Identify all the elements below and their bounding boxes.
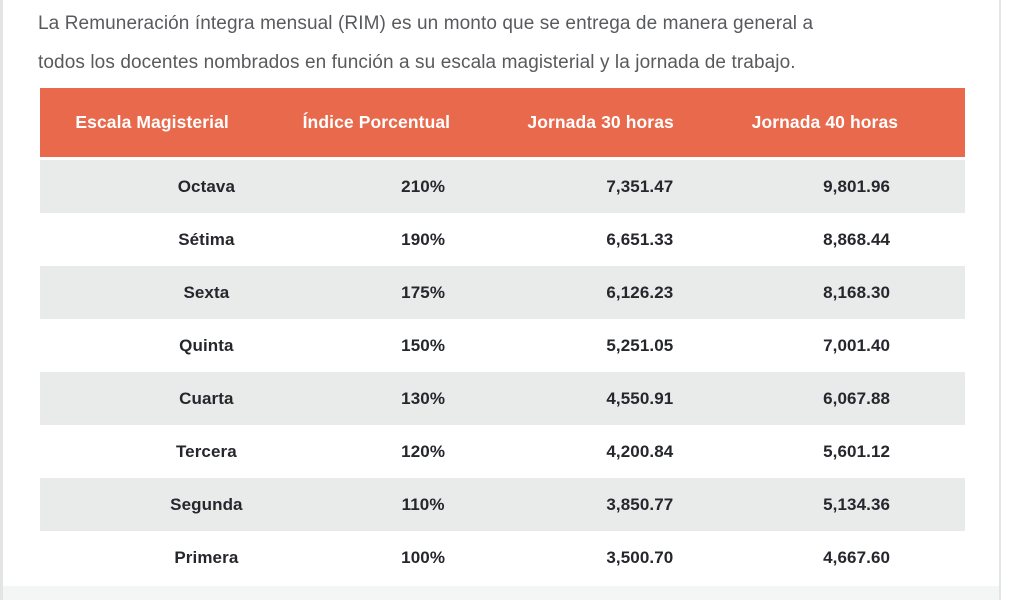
cell-jornada-40-horas: 8,168.30 (823, 282, 891, 302)
table-row: Primera 100% 3,500.70 4,667.60 (40, 531, 965, 584)
cell-escala-magisterial: Sexta (183, 282, 230, 302)
cell-indice-porcentual: 130% (401, 388, 446, 408)
cell-jornada-30-horas: 6,126.23 (606, 282, 674, 302)
page-bottom-strip (3, 586, 999, 600)
cell-indice-porcentual: 110% (401, 494, 445, 514)
cell-escala-magisterial: Quinta (179, 335, 234, 355)
table-body: Octava 210% 7,351.47 9,801.96 Sétima 190… (40, 160, 965, 584)
cell-jornada-30-horas: 6,651.33 (606, 229, 674, 249)
cell-jornada-40-horas: 7,001.40 (823, 335, 891, 355)
column-header-jornada-30-horas: Jornada 30 horas (527, 112, 674, 132)
cell-indice-porcentual: 175% (401, 282, 446, 302)
cell-jornada-30-horas: 4,550.91 (606, 388, 674, 408)
cell-jornada-40-horas: 5,601.12 (823, 441, 891, 461)
cell-jornada-40-horas: 5,134.36 (823, 494, 891, 514)
cell-escala-magisterial: Primera (174, 547, 239, 567)
page-left-border (0, 0, 3, 600)
cell-indice-porcentual: 100% (401, 547, 446, 567)
column-header-jornada-40-horas: Jornada 40 horas (751, 112, 899, 132)
table-row: Tercera 120% 4,200.84 5,601.12 (40, 425, 965, 478)
table-row: Quinta 150% 5,251.05 7,001.40 (40, 319, 965, 372)
cell-jornada-30-horas: 3,500.70 (606, 547, 674, 567)
cell-jornada-30-horas: 3,850.77 (606, 494, 674, 514)
cell-escala-magisterial: Tercera (175, 441, 237, 461)
cell-jornada-40-horas: 9,801.96 (823, 176, 891, 196)
table-row: Sexta 175% 6,126.23 8,168.30 (40, 266, 965, 319)
column-header-indice-porcentual: Índice Porcentual (302, 112, 451, 132)
cell-escala-magisterial: Sétima (178, 229, 235, 249)
cell-jornada-30-horas: 5,251.05 (606, 335, 674, 355)
intro-paragraph: La Remuneración íntegra mensual (RIM) es… (38, 4, 988, 82)
table-row: Sétima 190% 6,651.33 8,868.44 (40, 213, 965, 266)
cell-jornada-40-horas: 8,868.44 (823, 229, 891, 249)
cell-jornada-40-horas: 6,067.88 (823, 388, 891, 408)
cell-indice-porcentual: 210% (401, 176, 446, 196)
intro-line-1: La Remuneración íntegra mensual (RIM) es… (38, 13, 814, 34)
table-header-row: Escala Magisterial Índice Porcentual Jor… (40, 88, 965, 157)
cell-indice-porcentual: 120% (401, 441, 446, 461)
intro-line-2: todos los docentes nombrados en función … (38, 52, 796, 73)
cell-indice-porcentual: 150% (401, 335, 446, 355)
cell-jornada-40-horas: 4,667.60 (823, 547, 891, 567)
rim-table: Escala Magisterial Índice Porcentual Jor… (40, 88, 965, 584)
cell-jornada-30-horas: 7,351.47 (606, 176, 674, 196)
table-row: Octava 210% 7,351.47 9,801.96 (40, 160, 965, 213)
cell-indice-porcentual: 190% (401, 229, 446, 249)
table-row: Cuarta 130% 4,550.91 6,067.88 (40, 372, 965, 425)
page-right-border (999, 0, 1001, 600)
table-row: Segunda 110% 3,850.77 5,134.36 (40, 478, 965, 531)
cell-escala-magisterial: Segunda (170, 494, 243, 514)
column-header-escala-magisterial: Escala Magisterial (75, 112, 229, 132)
cell-jornada-30-horas: 4,200.84 (606, 441, 674, 461)
cell-escala-magisterial: Octava (177, 176, 236, 196)
cell-escala-magisterial: Cuarta (179, 388, 234, 408)
